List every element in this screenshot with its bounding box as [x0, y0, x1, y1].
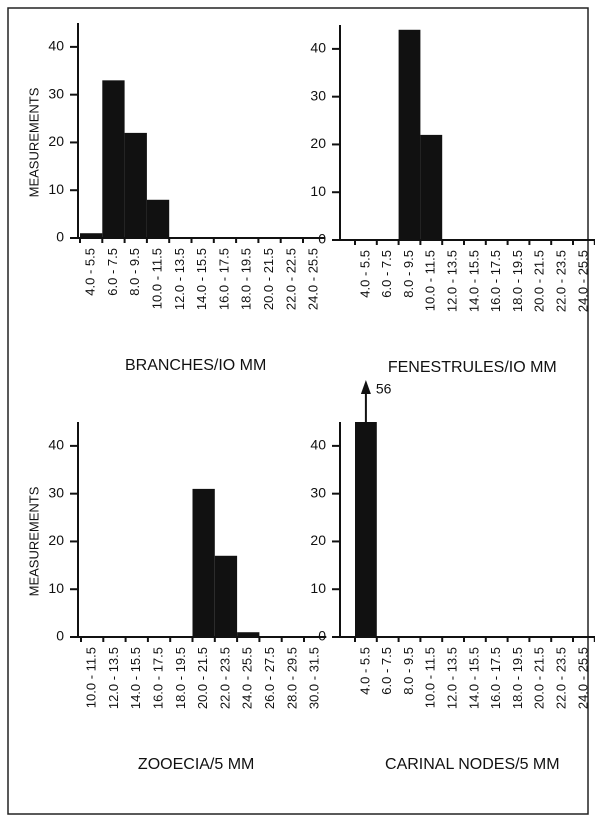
bar: [146, 199, 170, 238]
chart-title: FENESTRULES/IO MM: [388, 359, 557, 376]
x-tick-label: 10.0 - 11.5: [423, 647, 438, 708]
x-tick-label: 20.0 - 21.5: [261, 248, 276, 310]
y-tick-label: 40: [310, 40, 326, 56]
x-tick-label: 18.0 - 19.5: [239, 248, 254, 310]
x-tick-label: 14.0 - 15.5: [194, 248, 209, 310]
x-tick-label: 18.0 - 19.5: [510, 647, 525, 709]
x-tick-label: 6.0 - 7.5: [379, 647, 394, 695]
x-tick-label: 12.0 - 13.5: [445, 647, 460, 709]
y-tick-label: 0: [318, 231, 326, 247]
y-axis-label: MEASUREMENTS: [26, 486, 41, 596]
y-tick-label: 40: [48, 38, 64, 54]
y-tick-label: 20: [48, 532, 64, 548]
bar: [237, 632, 260, 637]
x-tick-label: 10.0 - 11.5: [84, 647, 99, 708]
x-tick-label: 4.0 - 5.5: [357, 250, 372, 298]
bar: [124, 132, 147, 238]
y-tick-label: 10: [310, 580, 326, 596]
x-tick-label: 14.0 - 15.5: [466, 647, 481, 709]
x-tick-label: 22.0 - 22.5: [283, 248, 298, 310]
x-tick-label: 4.0 - 5.5: [83, 248, 98, 296]
x-tick-label: 24.0 - 25.5: [575, 250, 590, 312]
value-label: 56: [376, 381, 392, 397]
x-tick-label: 4.0 - 5.5: [357, 647, 372, 695]
y-tick-label: 10: [310, 183, 326, 199]
x-tick-label: 16.0 - 17.5: [216, 248, 231, 310]
x-tick-label: 6.0 - 7.5: [379, 250, 394, 298]
x-tick-label: 24.0 - 25.5: [240, 647, 255, 709]
bar: [102, 80, 125, 238]
x-tick-label: 28.0 - 29.5: [284, 647, 299, 709]
y-axis-label: MEASUREMENTS: [26, 87, 41, 197]
x-tick-label: 14.0 - 15.5: [466, 250, 481, 312]
x-tick-label: 22.0 - 23.5: [554, 250, 569, 312]
y-tick-label: 20: [310, 532, 326, 548]
x-tick-label: 24.0 - 25.5: [306, 248, 321, 310]
x-tick-label: 10.0 - 11.5: [149, 248, 164, 309]
x-tick-label: 16.0 - 17.5: [488, 647, 503, 709]
x-tick-label: 16.0 - 17.5: [488, 250, 503, 312]
bar: [420, 134, 443, 240]
x-tick-label: 12.0 - 13.5: [106, 647, 121, 709]
y-tick-label: 0: [56, 628, 64, 644]
x-tick-label: 20.0 - 21.5: [195, 647, 210, 709]
chart-title: ZOOECIA/5 MM: [138, 756, 254, 773]
x-tick-label: 20.0 - 21.5: [532, 647, 547, 709]
bar: [214, 555, 238, 637]
bar: [398, 29, 421, 240]
x-tick-label: 24.0 - 25.5: [575, 647, 590, 709]
y-tick-label: 0: [318, 628, 326, 644]
x-tick-label: 8.0 - 9.5: [401, 647, 416, 695]
x-tick-label: 22.0 - 23.5: [217, 647, 232, 709]
arrow-head: [360, 380, 371, 394]
y-tick-label: 20: [310, 135, 326, 151]
y-tick-label: 30: [48, 484, 64, 500]
x-tick-label: 16.0 - 17.5: [150, 647, 165, 709]
x-tick-label: 6.0 - 7.5: [105, 248, 120, 296]
y-tick-label: 10: [48, 181, 64, 197]
x-tick-label: 14.0 - 15.5: [128, 647, 143, 709]
y-tick-label: 30: [48, 85, 64, 101]
bar: [192, 488, 215, 637]
x-tick-label: 18.0 - 19.5: [173, 647, 188, 709]
y-tick-label: 30: [310, 484, 326, 500]
x-tick-label: 18.0 - 19.5: [510, 250, 525, 312]
bar: [80, 233, 103, 238]
y-tick-label: 30: [310, 87, 326, 103]
y-tick-label: 20: [48, 133, 64, 149]
chart-title: CARINAL NODES/5 MM: [385, 756, 560, 773]
x-tick-label: 30.0 - 31.5: [307, 647, 322, 709]
y-tick-label: 40: [48, 437, 64, 453]
x-tick-label: 26.0 - 27.5: [262, 647, 277, 709]
x-tick-label: 8.0 - 9.5: [401, 250, 416, 298]
frame: [7, 7, 589, 815]
y-tick-label: 40: [310, 437, 326, 453]
x-tick-label: 22.0 - 23.5: [554, 647, 569, 709]
bar: [355, 422, 377, 637]
x-tick-label: 20.0 - 21.5: [532, 250, 547, 312]
y-tick-label: 10: [48, 580, 64, 596]
chart-title: BRANCHES/IO MM: [125, 357, 266, 374]
x-tick-label: 12.0 - 13.5: [172, 248, 187, 310]
x-tick-label: 12.0 - 13.5: [445, 250, 460, 312]
x-tick-label: 8.0 - 9.5: [127, 248, 142, 296]
y-tick-label: 0: [56, 229, 64, 245]
x-tick-label: 10.0 - 11.5: [423, 250, 438, 311]
